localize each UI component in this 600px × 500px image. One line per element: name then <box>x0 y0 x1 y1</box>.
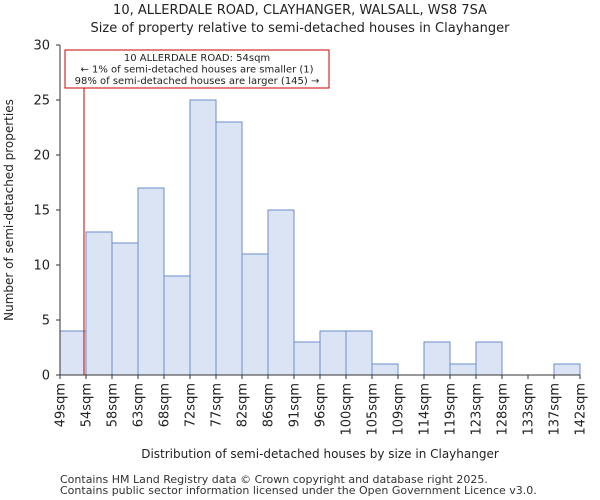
x-tick-label: 100sqm <box>340 383 355 436</box>
x-tick-label: 114sqm <box>418 383 433 436</box>
x-tick-label: 68sqm <box>158 383 173 427</box>
x-tick-label: 63sqm <box>132 383 147 427</box>
histogram-bar <box>137 187 165 376</box>
histogram-bar <box>215 121 243 376</box>
histogram-bar <box>345 330 373 376</box>
histogram-bar <box>267 209 295 376</box>
y-tick-label: 0 <box>42 369 50 384</box>
histogram-bar <box>423 341 451 376</box>
x-tick-label: 128sqm <box>496 383 511 436</box>
x-tick-label: 77sqm <box>210 383 225 427</box>
x-tick-label: 82sqm <box>236 383 251 427</box>
x-tick-label: 142sqm <box>574 383 589 436</box>
histogram-bar <box>241 253 269 376</box>
x-tick-label: 72sqm <box>184 383 199 427</box>
y-tick-label: 25 <box>33 94 50 109</box>
histogram-bar <box>85 231 113 376</box>
annotation-line: ← 1% of semi-detached houses are smaller… <box>80 65 313 76</box>
histogram-bar <box>111 242 139 376</box>
x-tick-label: 105sqm <box>366 383 381 436</box>
y-tick-label: 30 <box>33 39 50 54</box>
chart-subtitle: Size of property relative to semi-detach… <box>90 21 510 36</box>
histogram-bar <box>163 275 191 376</box>
histogram-bar <box>189 99 217 376</box>
histogram-bar <box>475 341 503 376</box>
histogram-bar <box>293 341 321 376</box>
x-axis-label: Distribution of semi-detached houses by … <box>141 447 499 461</box>
histogram-bar <box>449 363 477 376</box>
y-axis-label: Number of semi-detached properties <box>2 99 16 321</box>
x-tick-label: 49sqm <box>54 383 69 427</box>
y-tick-label: 10 <box>33 259 50 274</box>
x-tick-label: 109sqm <box>392 383 407 436</box>
footer-licence: Contains public sector information licen… <box>60 484 537 497</box>
x-tick-label: 86sqm <box>262 383 277 427</box>
x-tick-label: 54sqm <box>80 383 95 427</box>
histogram-bar <box>59 330 87 376</box>
x-tick-label: 91sqm <box>288 383 303 427</box>
x-tick-label: 119sqm <box>444 383 459 436</box>
x-tick-label: 96sqm <box>314 383 329 427</box>
histogram-bar <box>553 363 581 376</box>
y-tick-label: 15 <box>33 204 50 219</box>
annotation-line: 98% of semi-detached houses are larger (… <box>75 76 320 87</box>
annotation-box <box>64 49 330 89</box>
annotation-line: 10 ALLERDALE ROAD: 54sqm <box>124 53 270 64</box>
x-tick-label: 133sqm <box>522 383 537 436</box>
y-tick-label: 20 <box>33 149 50 164</box>
footer-copyright: Contains HM Land Registry data © Crown c… <box>60 473 488 486</box>
histogram-bar <box>319 330 347 376</box>
x-tick-label: 137sqm <box>548 383 563 436</box>
x-tick-label: 58sqm <box>106 383 121 427</box>
chart-title: 10, ALLERDALE ROAD, CLAYHANGER, WALSALL,… <box>113 3 487 18</box>
histogram-bar <box>371 363 399 376</box>
x-tick-label: 123sqm <box>470 383 485 436</box>
y-tick-label: 5 <box>42 314 50 329</box>
